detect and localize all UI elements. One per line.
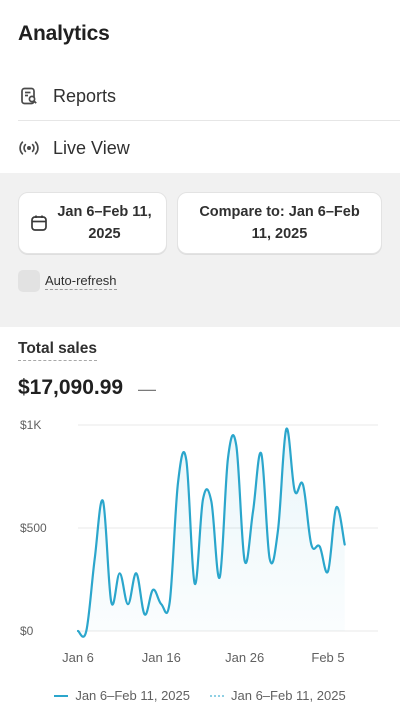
auto-refresh-checkbox[interactable]	[18, 270, 40, 292]
legend-item-current[interactable]: Jan 6–Feb 11, 2025	[54, 688, 190, 703]
x-tick-label: Jan 26	[225, 650, 264, 665]
filter-panel: Jan 6–Feb 11, 2025 Compare to: Jan 6–Feb…	[0, 173, 400, 327]
divider	[18, 120, 400, 121]
chart-total-value: $17,090.99	[18, 376, 124, 399]
legend-swatch-dotted	[210, 694, 224, 697]
auto-refresh-toggle[interactable]: Auto-refresh	[18, 269, 117, 293]
date-range-button[interactable]: Jan 6–Feb 11, 2025	[18, 192, 167, 254]
page-title: Analytics	[18, 22, 110, 45]
reports-icon	[18, 85, 40, 107]
sales-chart[interactable]: $1K $500 $0 Jan 6 Jan 16 Jan 26 Feb 5	[0, 405, 400, 670]
compare-label: Compare to: Jan 6–Feb 11, 2025	[199, 204, 360, 242]
x-tick-label: Feb 5	[311, 650, 344, 665]
y-tick-label: $0	[20, 624, 34, 638]
calendar-icon	[30, 214, 48, 239]
date-range-label: Jan 6–Feb 11, 2025	[57, 204, 152, 242]
nav-item-label: Reports	[53, 85, 117, 106]
legend-swatch-solid	[54, 694, 69, 697]
x-tick-label: Jan 6	[62, 650, 94, 665]
x-tick-label: Jan 16	[142, 650, 181, 665]
y-tick-label: $500	[20, 521, 47, 535]
chart-total-change: —	[138, 379, 156, 399]
series-area-current	[78, 428, 345, 637]
nav-item-label: Live View	[53, 137, 130, 158]
y-tick-label: $1K	[20, 418, 41, 432]
live-view-icon	[18, 137, 40, 159]
compare-button[interactable]: Compare to: Jan 6–Feb 11, 2025	[177, 192, 382, 254]
nav-item-reports[interactable]: Reports	[0, 70, 400, 122]
legend-label: Jan 6–Feb 11, 2025	[75, 688, 190, 703]
legend-label: Jan 6–Feb 11, 2025	[231, 688, 346, 703]
nav-item-live-view[interactable]: Live View	[0, 122, 400, 174]
chart-legend: Jan 6–Feb 11, 2025 Jan 6–Feb 11, 2025	[0, 688, 400, 703]
series-line-current	[76, 427, 346, 638]
auto-refresh-label: Auto-refresh	[45, 272, 117, 290]
legend-item-comparison[interactable]: Jan 6–Feb 11, 2025	[210, 688, 346, 703]
chart-title[interactable]: Total sales	[18, 340, 97, 361]
